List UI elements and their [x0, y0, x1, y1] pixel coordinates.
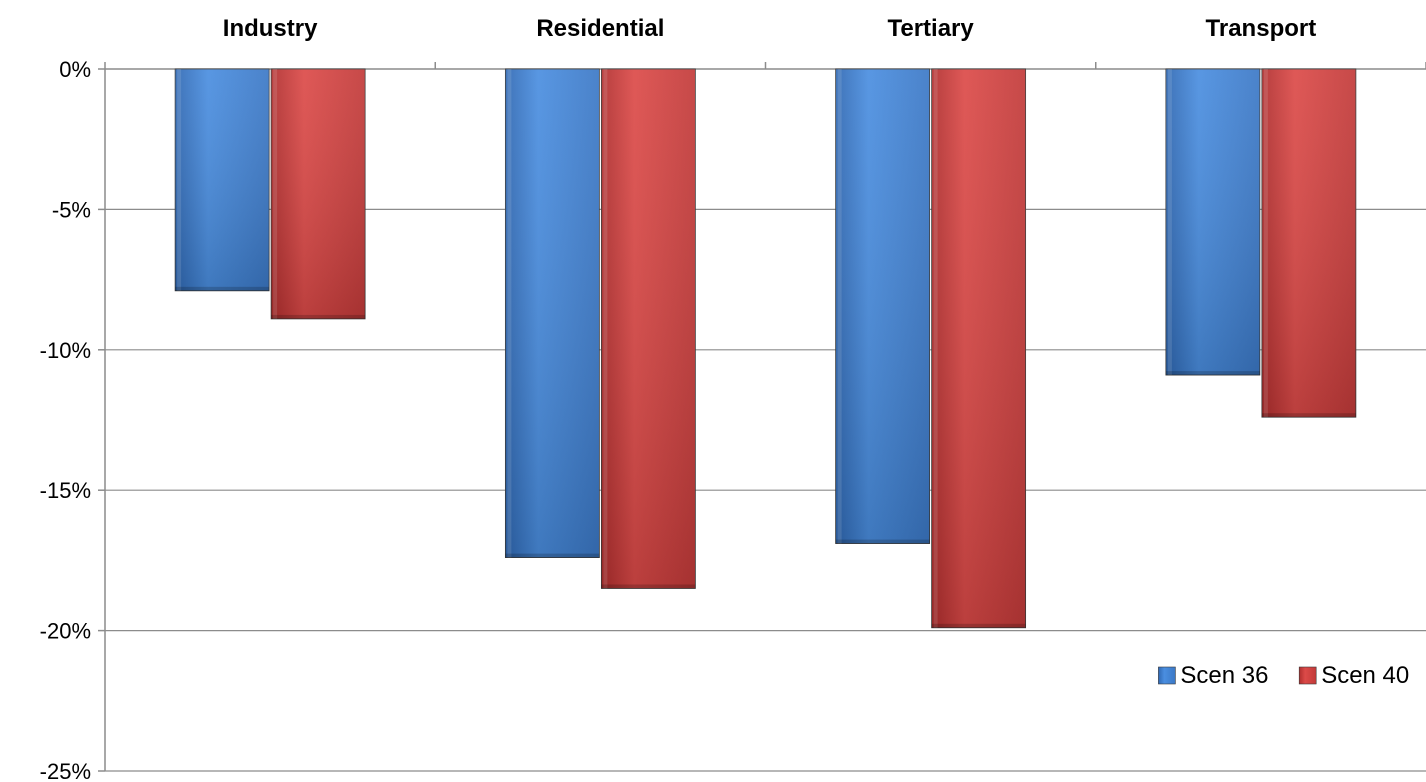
- bar-bevel-bottom: [175, 286, 270, 291]
- bar-bevel-bottom: [835, 539, 930, 544]
- bar-scen-40: [931, 68, 1027, 629]
- bar-bevel-bottom: [931, 623, 1026, 628]
- y-tick-label: 0%: [59, 57, 91, 82]
- bar-scen-36: [835, 68, 931, 544]
- category-label: Residential: [536, 15, 664, 42]
- bar-scen-36: [504, 68, 600, 558]
- category-label: Transport: [1206, 15, 1317, 42]
- bar-bevel: [933, 69, 938, 628]
- labels: 0% -5% -10% -15% -20% -25% Industry Residential…: [40, 15, 1317, 782]
- bar-scen-40: [270, 68, 366, 320]
- bar-bevel-bottom: [1165, 371, 1260, 376]
- legend-swatch: [1298, 666, 1317, 685]
- bar-bevel: [507, 69, 512, 558]
- legend: Scen 36 Scen 40: [1158, 662, 1409, 689]
- y-tick-label: -10%: [40, 338, 91, 363]
- bars: [174, 68, 1357, 629]
- legend-label: Scen 36: [1180, 662, 1268, 689]
- bar-bevel: [603, 69, 608, 589]
- y-tick-label: -15%: [40, 478, 91, 503]
- bar-bevel-bottom: [271, 314, 366, 319]
- category-label: Industry: [223, 15, 318, 42]
- y-tick-label: -25%: [40, 759, 91, 782]
- bar-scen-40: [1261, 68, 1357, 418]
- category-label: Tertiary: [887, 15, 974, 42]
- y-tick-label: -5%: [52, 197, 91, 222]
- bar-bevel-bottom: [601, 584, 696, 589]
- bar-scen-40: [600, 68, 696, 589]
- bar-bevel: [177, 69, 182, 291]
- bar-bevel: [273, 69, 278, 319]
- bar-bevel: [837, 69, 842, 544]
- bar-bevel: [1263, 69, 1268, 418]
- y-tick-label: -20%: [40, 619, 91, 644]
- bar-bevel: [1167, 69, 1172, 376]
- bar-bevel-bottom: [505, 553, 600, 558]
- bar-scen-36: [174, 68, 270, 292]
- legend-label: Scen 40: [1321, 662, 1409, 689]
- bar-scen-36: [1165, 68, 1261, 376]
- bar-bevel-bottom: [1261, 413, 1356, 418]
- legend-swatch: [1158, 666, 1176, 685]
